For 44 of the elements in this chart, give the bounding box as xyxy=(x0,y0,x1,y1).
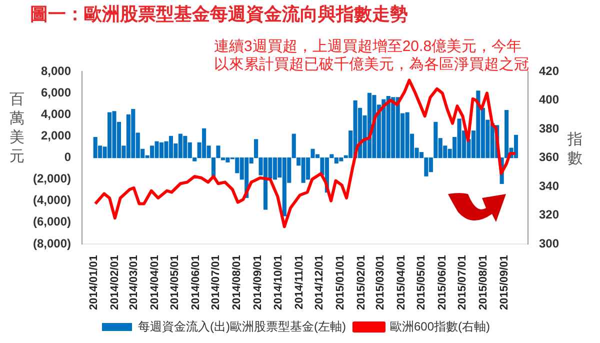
x-tick-label: 2015/06/01 xyxy=(436,254,448,310)
y2-tick-label: 420 xyxy=(538,64,560,78)
annotation: 連續3週買超，上週買超增至20.8億美元，今年以來累計買超已破千億美元，為各區淨買超之冠 xyxy=(214,38,530,74)
y2-axis-title: 指數 xyxy=(566,130,584,168)
x-tick-label: 2014/02/01 xyxy=(108,254,121,310)
y-tick-label: (8,000) xyxy=(32,236,72,250)
x-tick-label: 2014/06/01 xyxy=(190,254,202,310)
legend-label: 每週資金流入(出)歐洲股票型基金(左軸) xyxy=(138,319,346,334)
x-tick-label: 2015/09/01 xyxy=(498,254,511,310)
x-tick-label: 2014/09/01 xyxy=(252,254,264,310)
x-tick-label: 2015/02/01 xyxy=(355,254,368,310)
y-tick-label: (4,000) xyxy=(32,193,72,208)
x-tick-label: 2014/11/01 xyxy=(293,254,306,310)
x-tick-label: 2015/03/01 xyxy=(374,254,386,310)
y2-tick-label: 380 xyxy=(538,121,560,136)
y-tick-label: 4,000 xyxy=(40,107,72,121)
x-tick-label: 2015/05/01 xyxy=(416,254,428,310)
y2-tick-label: 320 xyxy=(538,208,560,222)
y-axis-title: 百萬美元 xyxy=(8,90,26,166)
y2-tick-label: 300 xyxy=(538,236,560,250)
x-tick-label: 2015/01/01 xyxy=(334,254,346,310)
x-tick-label: 2014/01/01 xyxy=(88,254,100,310)
x-tick-label: 2014/03/01 xyxy=(128,254,140,310)
x-tick-label: 2014/05/01 xyxy=(169,254,182,310)
y-tick-label: (6,000) xyxy=(32,214,72,229)
x-tick-label: 2014/08/01 xyxy=(231,254,244,310)
x-tick-label: 2014/07/01 xyxy=(210,254,222,310)
x-tick-label: 2014/12/01 xyxy=(314,254,326,310)
y-tick-label: (2,000) xyxy=(32,172,72,186)
bar xyxy=(514,134,518,158)
y-tick-label: 2,000 xyxy=(40,128,72,143)
y-tick-label: 8,000 xyxy=(40,64,72,78)
x-tick-label: 2014/04/01 xyxy=(148,254,161,310)
y2-tick-label: 360 xyxy=(538,150,560,164)
x-tick-label: 2015/04/01 xyxy=(395,254,408,310)
x-tick-label: 2014/10/01 xyxy=(272,254,284,310)
y-tick-label: 6,000 xyxy=(40,85,72,100)
y-tick-label: 0 xyxy=(64,150,72,164)
y2-tick-label: 340 xyxy=(538,178,560,193)
legend-label: 歐洲600指數(右軸) xyxy=(390,319,490,334)
x-tick-label: 2015/08/01 xyxy=(478,254,490,310)
chart-title: 圖一：歐洲股票型基金每週資金流向與指數走勢 xyxy=(30,4,408,24)
y2-tick-label: 400 xyxy=(538,92,560,107)
x-tick-label: 2015/07/01 xyxy=(456,254,469,310)
